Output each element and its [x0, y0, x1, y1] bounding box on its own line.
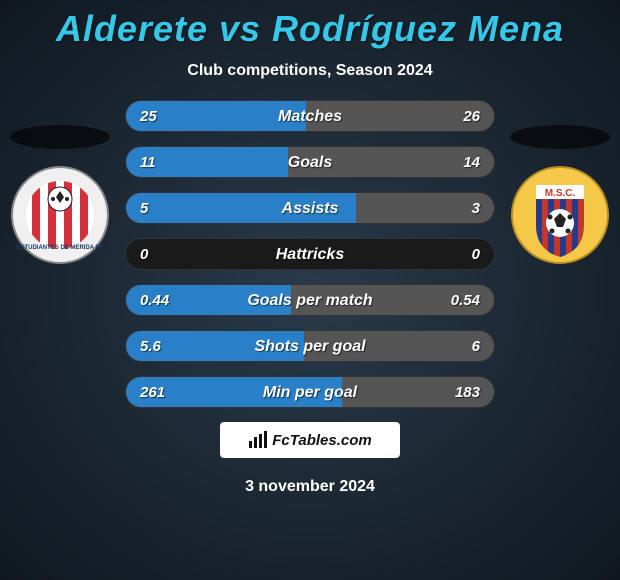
stat-label: Matches [126, 101, 494, 132]
crest-left-icon: ESTUDIANTES DE MERIDA FC [10, 165, 110, 265]
stat-label: Shots per goal [126, 331, 494, 362]
team-crest-right: M.S.C. [510, 165, 610, 265]
stat-label: Assists [126, 193, 494, 224]
stat-row: 5.6Shots per goal6 [125, 330, 495, 362]
stat-value-right: 14 [463, 147, 480, 178]
svg-text:ESTUDIANTES DE MERIDA FC: ESTUDIANTES DE MERIDA FC [16, 245, 104, 251]
stats-container: 25Matches2611Goals145Assists30Hattricks0… [125, 100, 495, 408]
svg-text:M.S.C.: M.S.C. [545, 188, 576, 199]
stat-row: 25Matches26 [125, 100, 495, 132]
stat-value-right: 26 [463, 101, 480, 132]
comparison-title: Alderete vs Rodríguez Mena [0, 0, 620, 50]
branding-badge: FcTables.com [220, 422, 400, 458]
comparison-subtitle: Club competitions, Season 2024 [0, 62, 620, 80]
stat-row: 261Min per goal183 [125, 376, 495, 408]
stat-label: Goals per match [126, 285, 494, 316]
crest-right-icon: M.S.C. [510, 165, 610, 265]
stat-value-right: 183 [455, 377, 480, 408]
stat-value-right: 0 [472, 239, 480, 270]
stat-row: 0Hattricks0 [125, 238, 495, 270]
crest-shadow-left [10, 125, 110, 149]
stat-label: Hattricks [126, 239, 494, 270]
stat-label: Min per goal [126, 377, 494, 408]
stat-label: Goals [126, 147, 494, 178]
stat-value-right: 6 [472, 331, 480, 362]
crest-shadow-right [510, 125, 610, 149]
comparison-date: 3 november 2024 [0, 478, 620, 496]
stat-row: 11Goals14 [125, 146, 495, 178]
stat-row: 5Assists3 [125, 192, 495, 224]
stat-row: 0.44Goals per match0.54 [125, 284, 495, 316]
branding-chart-icon [248, 431, 268, 449]
team-crest-left: ESTUDIANTES DE MERIDA FC [10, 165, 110, 265]
stat-value-right: 0.54 [451, 285, 480, 316]
branding-text: FcTables.com [272, 432, 371, 449]
stat-value-right: 3 [472, 193, 480, 224]
